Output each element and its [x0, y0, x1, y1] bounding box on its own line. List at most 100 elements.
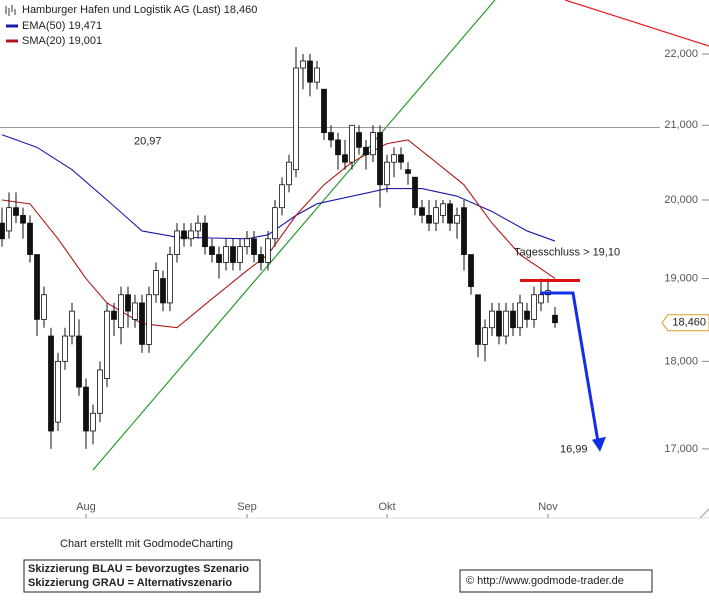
candle-body	[538, 294, 544, 304]
candle-body	[62, 335, 68, 362]
candle-body	[314, 67, 320, 83]
candle-body	[419, 207, 425, 216]
candle-body	[405, 169, 411, 174]
plot: 17,000 18,000 19,000 20,000 21,000 22,000 20,9…	[0, 47, 709, 518]
candle-body	[496, 310, 502, 337]
arrow-head	[592, 436, 606, 452]
legend-box	[0, 0, 262, 52]
candle-body	[356, 132, 362, 148]
candle-body	[454, 214, 460, 224]
candle-body	[20, 214, 26, 224]
candle-body	[48, 335, 54, 432]
candle-body	[13, 207, 19, 216]
x-tick-label: Nov	[538, 501, 558, 513]
candle-body	[433, 207, 439, 224]
candle-body	[461, 207, 467, 255]
candle-body	[335, 139, 341, 156]
legend: EMA(50) 19,471 SMA(20) 19,001	[6, 20, 102, 47]
candle-body	[475, 294, 481, 345]
y-tick-label: 18,000	[664, 355, 698, 367]
candle-body	[342, 154, 348, 163]
candle-body	[230, 246, 236, 263]
source: © http://www.godmode-trader.de	[466, 575, 624, 587]
candle-body	[307, 60, 313, 83]
candle-body	[195, 222, 201, 232]
y-tick-label: 19,000	[664, 272, 698, 284]
candle-body	[34, 254, 40, 320]
ma-line	[1, 134, 556, 242]
candle-body	[370, 132, 376, 156]
candle-body	[391, 154, 397, 163]
candle-body	[489, 310, 495, 329]
target-label: 16,99	[560, 444, 588, 456]
legend-label: EMA(50) 19,471	[22, 20, 102, 32]
candle-body	[153, 270, 159, 296]
candle-body	[118, 294, 124, 329]
trend-line	[92, 0, 496, 471]
candle-body	[244, 238, 250, 248]
candle-body	[265, 238, 271, 263]
x-tick-label: Sep	[237, 501, 257, 513]
corner-mark	[699, 508, 709, 519]
candle-body	[272, 207, 278, 240]
y-tick-label: 20,000	[664, 194, 698, 206]
candle-body	[125, 294, 131, 312]
candle-body	[139, 302, 145, 345]
price-tag	[661, 314, 709, 332]
x-tick-label: Okt	[378, 501, 395, 513]
chart-icon	[5, 5, 16, 16]
chart-title: Hamburger Hafen und Logistik AG (Last) 1…	[22, 4, 257, 16]
y-tick-label: 22,000	[664, 48, 698, 60]
candle-body	[181, 230, 187, 240]
candle-body	[202, 222, 208, 248]
candle-body	[321, 88, 327, 133]
candle-body	[223, 246, 229, 263]
price-tag-label: 18,460	[672, 317, 706, 329]
candle-body	[69, 310, 75, 337]
candle-body	[293, 67, 299, 171]
candle-body	[167, 254, 173, 304]
note: Skizzierung BLAU = bevorzugtes Szenario	[28, 563, 249, 575]
candle-body	[104, 310, 110, 379]
candle-body	[552, 314, 558, 324]
candle-body	[188, 230, 194, 240]
candle-body	[83, 386, 89, 432]
x-tick-label: Aug	[76, 501, 96, 513]
candle-body	[174, 230, 180, 255]
candle-body	[209, 246, 215, 255]
candle-body	[160, 278, 166, 304]
y-tick-label: 17,000	[664, 443, 698, 455]
candle-body	[482, 327, 488, 345]
candle-body	[146, 294, 152, 345]
candle-body	[6, 207, 12, 232]
candle-body	[90, 412, 96, 432]
source-box	[459, 569, 653, 593]
trend-line	[564, 0, 709, 47]
credit: Chart erstellt mit GodmodeCharting	[60, 538, 233, 550]
candle-body	[286, 161, 292, 186]
candle-body	[76, 335, 82, 388]
candle-body	[279, 184, 285, 209]
y-tick-label: 21,000	[664, 119, 698, 131]
reference-label: 20,97	[134, 135, 162, 147]
candle-body	[300, 60, 306, 69]
candle-body	[258, 254, 264, 263]
candle-body	[531, 294, 537, 320]
candle-body	[132, 302, 138, 320]
candle-body	[447, 203, 453, 224]
candle-body	[510, 310, 516, 329]
candle-body	[384, 161, 390, 186]
candle-body	[426, 214, 432, 224]
scenario-arrow	[540, 291, 600, 443]
candle-body	[27, 222, 33, 255]
candle-body	[251, 238, 257, 255]
candle-body	[517, 302, 523, 329]
ma-line	[1, 139, 556, 329]
note: Skizzierung GRAU = Alternativszenario	[28, 577, 232, 589]
candle-body	[0, 222, 5, 240]
candle-body	[363, 146, 369, 156]
candle-body	[440, 203, 446, 216]
candle-body	[524, 310, 530, 320]
notes-box	[23, 559, 261, 593]
